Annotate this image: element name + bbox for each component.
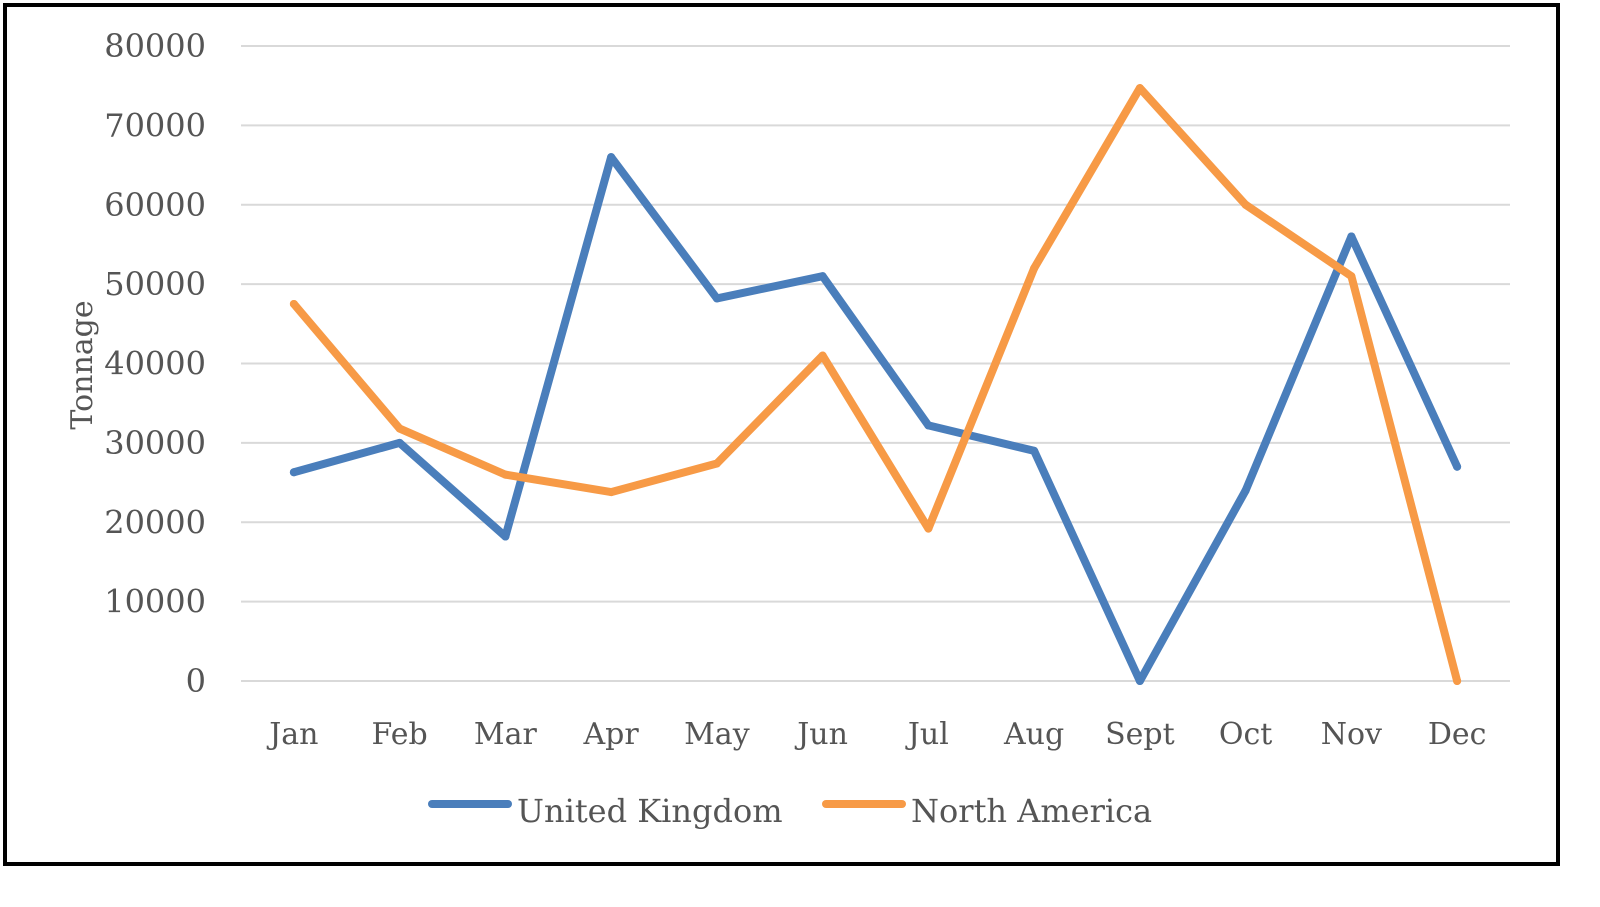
data-point-united-kingdom (1135, 677, 1144, 685)
y-axis-ticks: 0 10000 20000 30000 40000 50000 60000 70000 8000… (104, 27, 206, 700)
x-tick-label: Jan (266, 717, 318, 752)
y-axis-title: Tonnage (65, 300, 100, 429)
data-point-united-kingdom (1241, 486, 1250, 495)
data-point-north-america (924, 524, 933, 533)
data-point-north-america (1453, 677, 1462, 685)
data-point-united-kingdom (1453, 462, 1462, 471)
data-point-united-kingdom (289, 468, 298, 477)
x-tick-label: May (684, 717, 750, 752)
data-point-north-america (1347, 272, 1356, 281)
data-point-north-america (1135, 84, 1144, 93)
data-point-north-america (712, 459, 721, 468)
x-tick-label: Oct (1219, 717, 1272, 752)
data-point-united-kingdom (712, 294, 721, 303)
data-point-united-kingdom (607, 153, 616, 162)
gridlines (241, 45, 1510, 682)
data-point-united-kingdom (395, 438, 404, 447)
data-point-north-america (818, 351, 827, 360)
y-tick-label: 20000 (104, 503, 206, 541)
data-point-united-kingdom (818, 272, 827, 281)
data-point-north-america (1241, 200, 1250, 209)
y-tick-label: 50000 (104, 265, 206, 303)
legend: United Kingdom North America (428, 792, 1152, 830)
x-tick-label: Aug (1003, 717, 1064, 752)
series-line-united-kingdom (289, 153, 1462, 685)
x-tick-label: Nov (1321, 717, 1382, 752)
y-tick-label: 40000 (104, 345, 206, 383)
y-tick-label: 80000 (104, 27, 206, 65)
legend-label-united-kingdom: United Kingdom (517, 792, 783, 830)
x-tick-label: Dec (1428, 717, 1487, 752)
series-lines (289, 84, 1462, 685)
x-tick-label: Jun (794, 717, 848, 752)
data-point-north-america (501, 470, 510, 479)
y-tick-label: 30000 (104, 424, 206, 462)
x-tick-label: Feb (372, 717, 428, 752)
y-tick-label: 10000 (104, 583, 206, 621)
x-tick-label: Sept (1105, 717, 1175, 752)
y-tick-label: 60000 (104, 186, 206, 224)
x-tick-label: Apr (583, 717, 640, 752)
data-point-north-america (1030, 264, 1039, 273)
x-tick-label: Jul (905, 717, 949, 752)
data-point-united-kingdom (501, 532, 510, 541)
data-point-north-america (607, 488, 616, 497)
y-tick-label: 0 (186, 662, 206, 700)
x-axis-ticks: Jan Feb Mar Apr May Jun Jul Aug Sept Oct Nov Dec (266, 717, 1486, 752)
series-line-north-america (289, 84, 1462, 685)
data-point-united-kingdom (1030, 446, 1039, 455)
data-point-north-america (395, 424, 404, 433)
data-point-united-kingdom (1347, 232, 1356, 241)
x-tick-label: Mar (474, 717, 538, 752)
legend-label-north-america: North America (911, 792, 1152, 830)
data-point-united-kingdom (924, 421, 933, 430)
y-tick-label: 70000 (104, 106, 206, 144)
chart-frame (3, 3, 1560, 866)
data-point-north-america (289, 299, 298, 308)
